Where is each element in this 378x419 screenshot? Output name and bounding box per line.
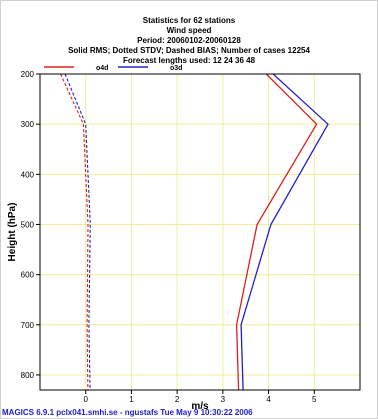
y-tick-label: 200	[21, 70, 35, 79]
legend-label-o3d: o3d	[170, 65, 182, 72]
chart-description: Solid RMS; Dotted STDV; Dashed BIAS; Num…	[68, 46, 310, 55]
legend-label-o4d: o4d	[96, 65, 108, 72]
chart-period: Period: 20060102-20060128	[137, 36, 241, 45]
chart-forecast-lengths: Forecast lengths used: 12 24 36 48	[122, 56, 256, 65]
plot-area-border	[39, 73, 361, 391]
y-tick-label: 700	[21, 321, 35, 330]
series-layer	[60, 74, 329, 390]
series-o3d-bias-line	[64, 74, 91, 390]
x-tick-label: 4	[266, 395, 271, 404]
y-tick-label: 300	[21, 120, 35, 129]
chart-variable: Wind speed	[166, 26, 212, 35]
x-axis-label: m/s	[191, 401, 209, 412]
footer-info: MAGICS 6.9.1 pclx041.smhi.se - ngustafs …	[2, 408, 253, 417]
x-tick-label: 5	[312, 395, 317, 404]
y-tick-label: 800	[21, 371, 35, 380]
axis-ticks: 0 1 2 3 4 5 200 300 400 500 600 700 800	[21, 70, 317, 404]
chart-title: Statistics for 62 stations	[142, 16, 236, 25]
x-tick-label: 1	[129, 395, 134, 404]
y-tick-label: 600	[21, 271, 35, 280]
y-tick-label: 500	[21, 220, 35, 229]
x-tick-label: 2	[175, 395, 180, 404]
series-o4d-bias-line	[60, 74, 89, 390]
grid	[40, 73, 360, 390]
series-o3d-rms-line	[240, 74, 329, 390]
legend: o4d o3d	[44, 65, 182, 72]
x-tick-label: 3	[221, 395, 226, 404]
y-axis-label: Height (hPa)	[7, 203, 18, 262]
x-tick-label: 0	[83, 395, 88, 404]
y-tick-label: 400	[21, 170, 35, 179]
series-o4d-rms-line	[235, 74, 318, 390]
